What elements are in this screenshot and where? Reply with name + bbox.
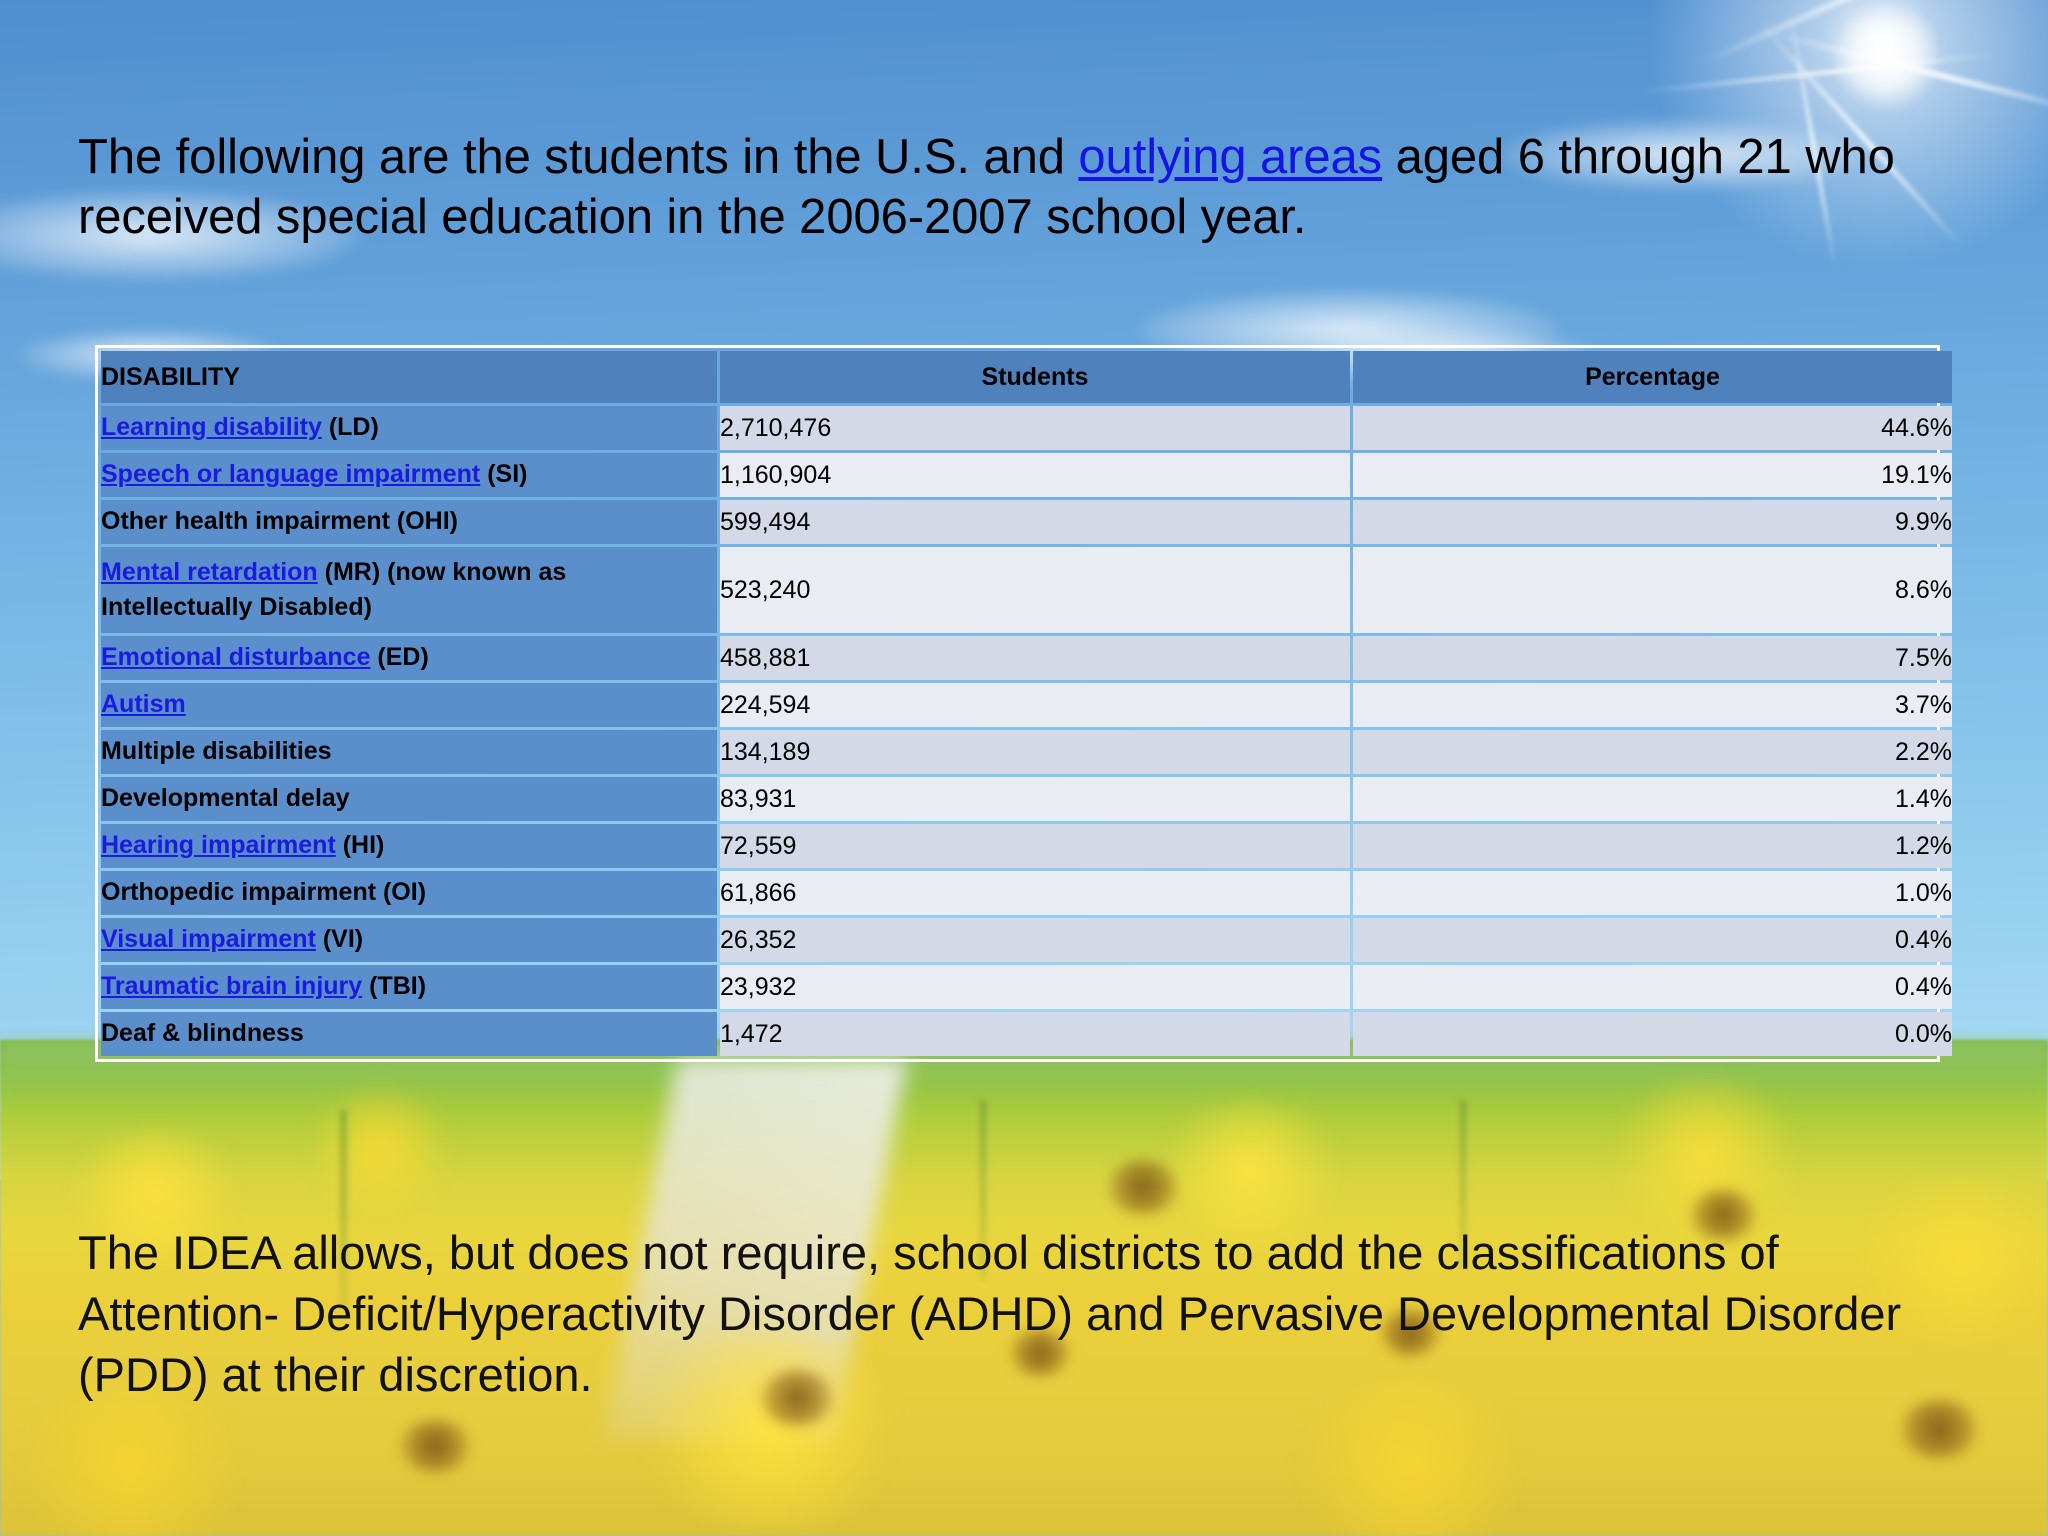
cell-student-count: 2,710,476 [720, 406, 1350, 450]
disability-label-text: Other health impairment (OHI) [101, 507, 458, 536]
disability-hyperlink[interactable]: Hearing impairment [101, 831, 336, 860]
cell-student-count: 61,866 [720, 871, 1350, 915]
cell-percentage: 1.4% [1353, 777, 1952, 821]
cloud [0, 190, 360, 280]
disability-label-text: (HI) [335, 831, 385, 860]
disability-label-text: (MR) (now known as Intellectually Disabl… [101, 557, 567, 622]
flower-stem [1460, 1100, 1466, 1270]
disability-label-text: (ED) [370, 643, 429, 672]
cell-percentage: 9.9% [1353, 500, 1952, 544]
cell-student-count: 72,559 [720, 824, 1350, 868]
cell-student-count: 599,494 [720, 500, 1350, 544]
cell-student-count: 523,240 [720, 547, 1350, 633]
cell-disability-label: Speech or language impairment (SI) [101, 453, 717, 497]
table-row: Traumatic brain injury (TBI) 23,932 0.4% [101, 965, 1952, 1009]
cell-percentage: 1.2% [1353, 824, 1952, 868]
disability-hyperlink[interactable]: Mental retardation [101, 557, 318, 586]
cell-disability-label: Autism [101, 683, 717, 727]
cell-student-count: 1,472 [720, 1012, 1350, 1056]
disability-hyperlink[interactable]: Speech or language impairment [101, 460, 481, 489]
table-header: DISABILITY Students Percentage [101, 351, 1952, 403]
cell-disability-label: Mental retardation (MR) (now known as In… [101, 547, 717, 633]
disability-label-text: Multiple disabilities [101, 737, 332, 766]
cell-percentage: 2.2% [1353, 730, 1952, 774]
cell-percentage: 44.6% [1353, 406, 1952, 450]
flower-center [760, 1370, 834, 1426]
cell-percentage: 0.0% [1353, 1012, 1952, 1056]
disability-label-text: (VI) [315, 925, 364, 954]
flower-stem [980, 1100, 986, 1280]
table-row: Speech or language impairment (SI) 1,160,… [101, 453, 1952, 497]
flower-stem [340, 1110, 347, 1310]
table-row: Deaf & blindness 1,472 0.0% [101, 1012, 1952, 1056]
table-row: Developmental delay 83,931 1.4% [101, 777, 1952, 821]
cloud [1500, 120, 1860, 190]
cell-student-count: 23,932 [720, 965, 1350, 1009]
cell-percentage: 3.7% [1353, 683, 1952, 727]
disability-label-text: Developmental delay [101, 784, 350, 813]
cell-student-count: 1,160,904 [720, 453, 1350, 497]
cell-student-count: 458,881 [720, 636, 1350, 680]
special-education-table: DISABILITY Students Percentage Learning … [95, 345, 1952, 1062]
flower-center [1690, 1190, 1756, 1240]
table-row: Emotional disturbance (ED) 458,881 7.5% [101, 636, 1952, 680]
disability-label-text: Orthopedic impairment (OI) [101, 878, 427, 907]
disability-hyperlink[interactable]: Visual impairment [101, 925, 316, 954]
table-row: Learning disability (LD) 2,710,476 44.6% [101, 406, 1952, 450]
disability-label-text: Deaf & blindness [101, 1019, 304, 1048]
flower-center [1380, 1310, 1440, 1356]
table-row: Hearing impairment (HI) 72,559 1.2% [101, 824, 1952, 868]
cell-disability-label: Developmental delay [101, 777, 717, 821]
cell-percentage: 19.1% [1353, 453, 1952, 497]
table-body: Learning disability (LD) 2,710,476 44.6% Sp… [101, 406, 1952, 1056]
intro-text-after-link: aged 6 through 21 who received special e… [78, 130, 1895, 244]
cell-student-count: 26,352 [720, 918, 1350, 962]
disability-label-text: (LD) [321, 413, 379, 442]
column-header-students: Students [720, 351, 1350, 403]
cell-percentage: 0.4% [1353, 918, 1952, 962]
cell-percentage: 0.4% [1353, 965, 1952, 1009]
column-header-disability: DISABILITY [101, 351, 717, 403]
column-header-percentage: Percentage [1353, 351, 1952, 403]
table-row: Other health impairment (OHI) 599,494 9.9% [101, 500, 1952, 544]
cell-student-count: 224,594 [720, 683, 1350, 727]
cell-student-count: 83,931 [720, 777, 1350, 821]
intro-paragraph: The following are the students in the U.… [78, 128, 2008, 248]
disability-label-text: (TBI) [362, 972, 427, 1001]
disability-hyperlink[interactable]: Emotional disturbance [101, 643, 371, 672]
cell-disability-label: Visual impairment (VI) [101, 918, 717, 962]
cell-disability-label: Orthopedic impairment (OI) [101, 871, 717, 915]
table-header-row: DISABILITY Students Percentage [101, 351, 1952, 403]
cell-disability-label: Deaf & blindness [101, 1012, 717, 1056]
disability-hyperlink[interactable]: Traumatic brain injury [101, 972, 363, 1001]
disability-hyperlink[interactable]: Autism [101, 690, 186, 719]
table-row: Orthopedic impairment (OI) 61,866 1.0% [101, 871, 1952, 915]
table-row: Mental retardation (MR) (now known as In… [101, 547, 1952, 633]
cell-disability-label: Hearing impairment (HI) [101, 824, 717, 868]
cell-percentage: 1.0% [1353, 871, 1952, 915]
flower-center [1108, 1160, 1178, 1214]
footer-paragraph: The IDEA allows, but does not require, s… [78, 1226, 1902, 1402]
table-row: Autism 224,594 3.7% [101, 683, 1952, 727]
cell-disability-label: Learning disability (LD) [101, 406, 717, 450]
flower-center [1900, 1400, 1978, 1458]
table-row: Visual impairment (VI) 26,352 0.4% [101, 918, 1952, 962]
intro-text-before-link: The following are the students in the U.… [78, 130, 1079, 184]
cell-percentage: 8.6% [1353, 547, 1952, 633]
outlying-areas-hyperlink[interactable]: outlying areas [1078, 130, 1383, 184]
cell-student-count: 134,189 [720, 730, 1350, 774]
cell-percentage: 7.5% [1353, 636, 1952, 680]
cell-disability-label: Multiple disabilities [101, 730, 717, 774]
cell-disability-label: Other health impairment (OHI) [101, 500, 717, 544]
disability-statistics-table: DISABILITY Students Percentage Learning … [98, 348, 1955, 1059]
flower-center [400, 1420, 470, 1472]
disability-hyperlink[interactable]: Learning disability [101, 413, 322, 442]
sun-flare-icon [1832, 2, 1942, 112]
table-row: Multiple disabilities 134,189 2.2% [101, 730, 1952, 774]
flower-center [1010, 1330, 1070, 1376]
cell-disability-label: Traumatic brain injury (TBI) [101, 965, 717, 1009]
disability-label-text: (SI) [480, 460, 528, 489]
cell-disability-label: Emotional disturbance (ED) [101, 636, 717, 680]
